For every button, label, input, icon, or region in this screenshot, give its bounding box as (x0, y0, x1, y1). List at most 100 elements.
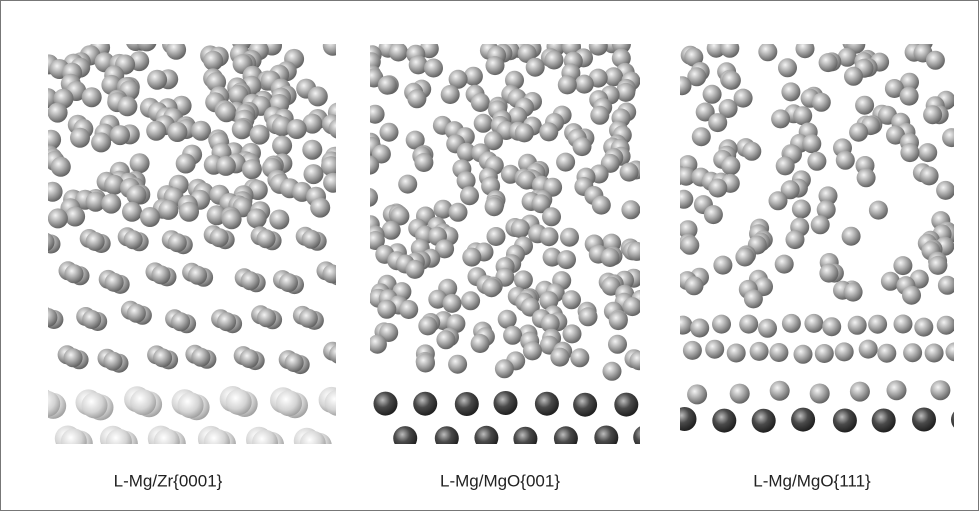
atom (388, 44, 408, 62)
atom (924, 343, 944, 363)
atom (791, 199, 811, 219)
atom (616, 82, 636, 102)
atom (604, 67, 624, 87)
atom (252, 429, 278, 444)
atom (534, 391, 559, 416)
atom (377, 75, 397, 95)
atom (276, 390, 302, 417)
atom (221, 209, 242, 230)
atom (65, 206, 86, 227)
atom (166, 44, 187, 60)
atom (48, 208, 68, 229)
atom (203, 428, 230, 444)
atom (945, 342, 954, 362)
atom (601, 276, 621, 296)
atom (390, 206, 410, 226)
atom (370, 231, 385, 250)
atom (517, 170, 537, 190)
atom (614, 392, 639, 417)
atom (279, 273, 298, 293)
atom (399, 300, 419, 319)
atom (175, 153, 196, 174)
atom (680, 189, 694, 209)
atom (937, 275, 954, 295)
atom (531, 194, 551, 214)
atom (493, 391, 518, 415)
atom (442, 293, 462, 313)
atom (257, 308, 277, 328)
atom (462, 247, 482, 267)
atom (310, 197, 331, 218)
atom (721, 70, 741, 90)
atom (680, 407, 697, 431)
atom (570, 348, 590, 368)
atom (749, 341, 769, 361)
atom (680, 76, 692, 96)
atom (286, 119, 307, 139)
atom (556, 152, 576, 172)
atom (147, 69, 168, 90)
atom (608, 334, 627, 354)
atom (602, 361, 622, 381)
atom (771, 109, 791, 129)
atom (474, 425, 499, 444)
atom (63, 348, 83, 368)
atom (930, 380, 951, 401)
atom (802, 134, 822, 154)
atom (735, 247, 755, 267)
atom (407, 89, 427, 109)
atom (497, 309, 517, 329)
atom (822, 317, 842, 337)
atom (269, 209, 290, 230)
atom (951, 411, 954, 428)
atom (562, 290, 581, 310)
atom (177, 392, 204, 419)
atom (899, 86, 919, 106)
atom (542, 247, 562, 267)
atom (517, 44, 537, 63)
atom (424, 58, 443, 78)
panel-label: L-Mg/MgO{001} (440, 471, 560, 490)
atom (329, 345, 336, 364)
atom (804, 313, 824, 333)
atom (768, 191, 788, 211)
atom (781, 313, 801, 333)
atom (769, 380, 790, 401)
atom (774, 254, 794, 274)
atom (600, 248, 620, 267)
atom (594, 425, 619, 444)
atom (936, 315, 954, 335)
atom (818, 53, 838, 73)
atom (758, 318, 777, 338)
atom (470, 334, 490, 353)
atom (691, 127, 711, 147)
atom (712, 314, 731, 334)
atom (819, 263, 839, 283)
atom (231, 119, 252, 140)
atom (436, 330, 456, 350)
atom (322, 44, 336, 56)
atom (126, 303, 146, 323)
atom (209, 228, 229, 248)
atom (379, 122, 399, 142)
atom (48, 390, 61, 417)
atom (687, 67, 707, 87)
atom (301, 229, 321, 249)
atom (298, 308, 318, 328)
atom (151, 265, 171, 285)
atom (928, 255, 948, 275)
atom (914, 317, 934, 337)
atom (682, 340, 702, 360)
atom (544, 50, 564, 70)
atom (849, 122, 869, 142)
atom (742, 141, 762, 161)
atom (323, 172, 336, 193)
atom (818, 186, 838, 206)
atom (793, 344, 813, 364)
atom (241, 159, 262, 180)
atom (713, 255, 733, 275)
atom (50, 156, 71, 177)
atom (123, 230, 143, 250)
atom (434, 426, 459, 444)
atom (680, 220, 698, 240)
